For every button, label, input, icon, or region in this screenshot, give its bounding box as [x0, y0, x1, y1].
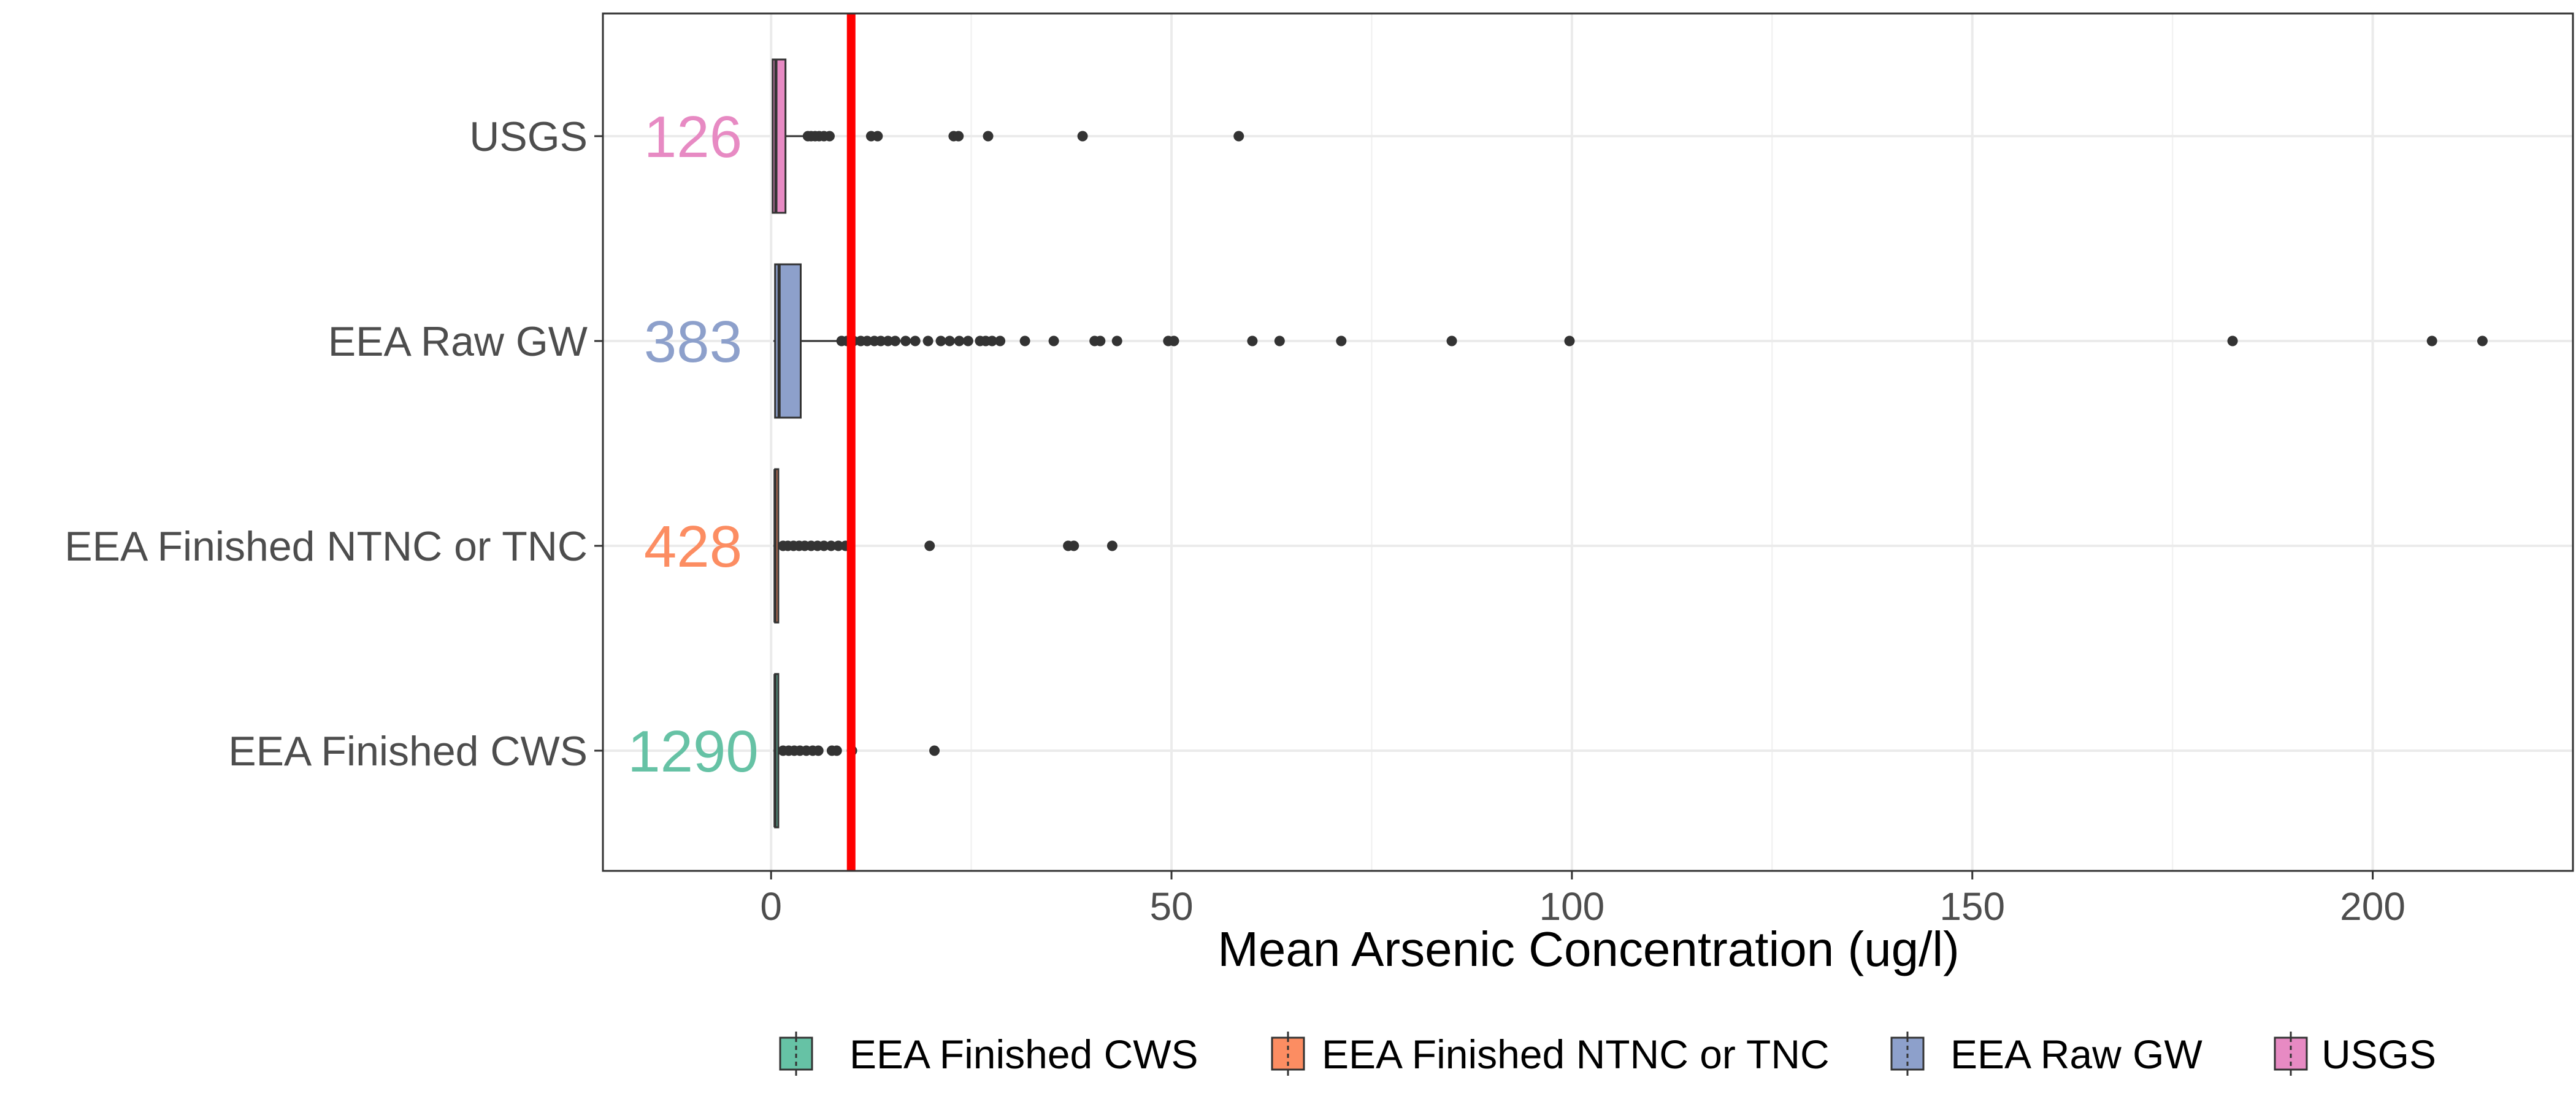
outlier-point	[890, 335, 901, 347]
x-axis-title: Mean Arsenic Concentration (ug/l)	[1217, 922, 1960, 976]
outlier-point	[1068, 540, 1079, 551]
outlier-point	[987, 335, 998, 347]
x-tick-label: 50	[1149, 884, 1193, 929]
outlier-point	[2227, 335, 2238, 347]
outlier-point	[924, 540, 935, 551]
outlier-point	[935, 335, 946, 347]
legend-label: USGS	[2321, 1032, 2436, 1077]
outlier-point	[1019, 335, 1030, 347]
outlier-point	[1106, 540, 1117, 551]
y-tick-label: EEA Finished CWS	[228, 728, 588, 775]
outlier-point	[818, 540, 829, 551]
box-group	[773, 263, 2488, 419]
x-tick-label: 150	[1939, 884, 2005, 929]
outlier-point	[1446, 335, 1457, 347]
outlier-point	[824, 131, 835, 142]
y-tick-label: EEA Raw GW	[328, 318, 588, 365]
legend-item: EEA Finished NTNC or TNC	[1263, 1029, 1830, 1078]
y-tick-label: USGS	[469, 113, 588, 160]
legend-label: EEA Finished CWS	[849, 1032, 1198, 1077]
outlier-point	[826, 540, 837, 551]
outlier-point	[1274, 335, 1285, 347]
outlier-point	[922, 335, 933, 347]
x-tick-label: 100	[1539, 884, 1604, 929]
outlier-point	[1077, 131, 1088, 142]
outlier-point	[1095, 335, 1106, 347]
legend-item: EEA Raw GW	[1883, 1029, 2202, 1078]
outlier-point	[944, 335, 955, 347]
outlier-point	[1168, 335, 1179, 347]
outlier-point	[883, 335, 894, 347]
box-group	[773, 673, 940, 829]
outlier-point	[929, 745, 940, 756]
count-label: 1290	[627, 719, 759, 784]
outlier-point	[983, 131, 994, 142]
outlier-point	[872, 131, 883, 142]
outlier-point	[954, 335, 965, 347]
outlier-point	[875, 335, 886, 347]
box-group	[772, 58, 1244, 214]
outlier-point	[953, 131, 964, 142]
outlier-point	[995, 335, 1006, 347]
plot-panel-border	[602, 12, 2574, 872]
axes: USGS EEA Raw GW EEA Finished NTNC or TNC EE…	[64, 113, 2405, 929]
legend-item: USGS	[2266, 1029, 2436, 1078]
outlier-point	[1233, 131, 1244, 142]
y-tick-label: EEA Finished NTNC or TNC	[64, 523, 588, 570]
outlier-point	[1336, 335, 1347, 347]
outlier-point	[962, 335, 973, 347]
outlier-point	[900, 335, 911, 347]
legend: EEA Finished CWS EEA Finished NTNC or TNC…	[772, 1029, 2436, 1078]
outlier-point	[833, 540, 844, 551]
legend-item: EEA Finished CWS	[772, 1029, 1198, 1078]
outlier-point	[2426, 335, 2437, 347]
outlier-point	[1564, 335, 1575, 347]
outlier-point	[813, 745, 824, 756]
legend-label: EEA Raw GW	[1950, 1032, 2202, 1077]
count-label: 383	[644, 309, 742, 375]
x-tick-label: 0	[760, 884, 782, 929]
outlier-point	[831, 745, 842, 756]
outlier-point	[862, 335, 873, 347]
count-label: 126	[644, 104, 742, 170]
box-series	[772, 58, 2488, 829]
outlier-point	[910, 335, 921, 347]
outlier-point	[1111, 335, 1122, 347]
outlier-point	[1247, 335, 1258, 347]
outlier-point	[1048, 335, 1059, 347]
count-label: 428	[644, 514, 742, 580]
count-labels: 126 383 428 1290	[627, 104, 759, 784]
outlier-point	[2477, 335, 2488, 347]
legend-label: EEA Finished NTNC or TNC	[1322, 1032, 1830, 1077]
x-tick-label: 200	[2340, 884, 2405, 929]
